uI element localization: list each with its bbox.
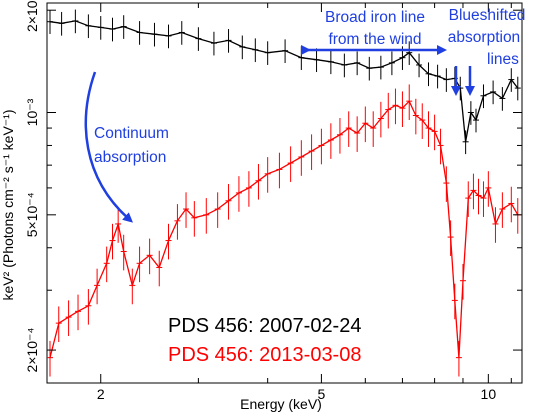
blueshift-label-line2: absorption xyxy=(448,29,520,46)
plot-border xyxy=(46,2,523,384)
x-tick-label: 10 xyxy=(481,386,497,402)
annotation-blueshift: Blueshifted absorption lines xyxy=(448,7,526,96)
continuum-arrow xyxy=(84,71,134,223)
plot-frame xyxy=(46,2,523,384)
y-tick-label: 5×10⁻⁴ xyxy=(24,192,40,237)
continuum-label-line2: absorption xyxy=(94,149,166,166)
blueshift-label-line3: lines xyxy=(487,51,519,68)
series-2007 xyxy=(46,9,521,155)
y-tick-label: 10⁻³ xyxy=(24,98,40,126)
series-layer xyxy=(46,9,521,377)
iron-label-line1: Broad iron line xyxy=(325,9,425,26)
x-tick-label: 5 xyxy=(318,386,326,402)
blueshift-label-line1: Blueshifted xyxy=(449,7,526,24)
legend-entry-2007: PDS 456: 2007-02-24 xyxy=(168,315,361,337)
y-axis-title: keV² (Photons cm⁻² s⁻¹ keV⁻¹) xyxy=(0,110,16,301)
series-2013 xyxy=(46,84,521,377)
legend: PDS 456: 2007-02-24 PDS 456: 2013-03-08 xyxy=(168,315,361,366)
x-axis-title: Energy (keV) xyxy=(240,396,322,412)
tick-layer: 2 5 10 2×10⁻⁴ 5×10⁻⁴ 10⁻³ 2×10⁻³ xyxy=(24,0,522,402)
series-line xyxy=(49,20,519,142)
y-tick-label: 2×10⁻³ xyxy=(24,0,40,32)
annotation-iron: Broad iron line from the wind xyxy=(301,9,447,55)
annotation-continuum: Continuum absorption xyxy=(84,71,169,223)
y-tick-label: 2×10⁻⁴ xyxy=(24,328,40,373)
iron-label-line2: from the wind xyxy=(328,31,421,48)
legend-entry-2013: PDS 456: 2013-03-08 xyxy=(168,344,361,366)
series-line xyxy=(49,100,519,358)
continuum-label-line1: Continuum xyxy=(94,125,169,142)
x-tick-label: 2 xyxy=(97,386,105,402)
